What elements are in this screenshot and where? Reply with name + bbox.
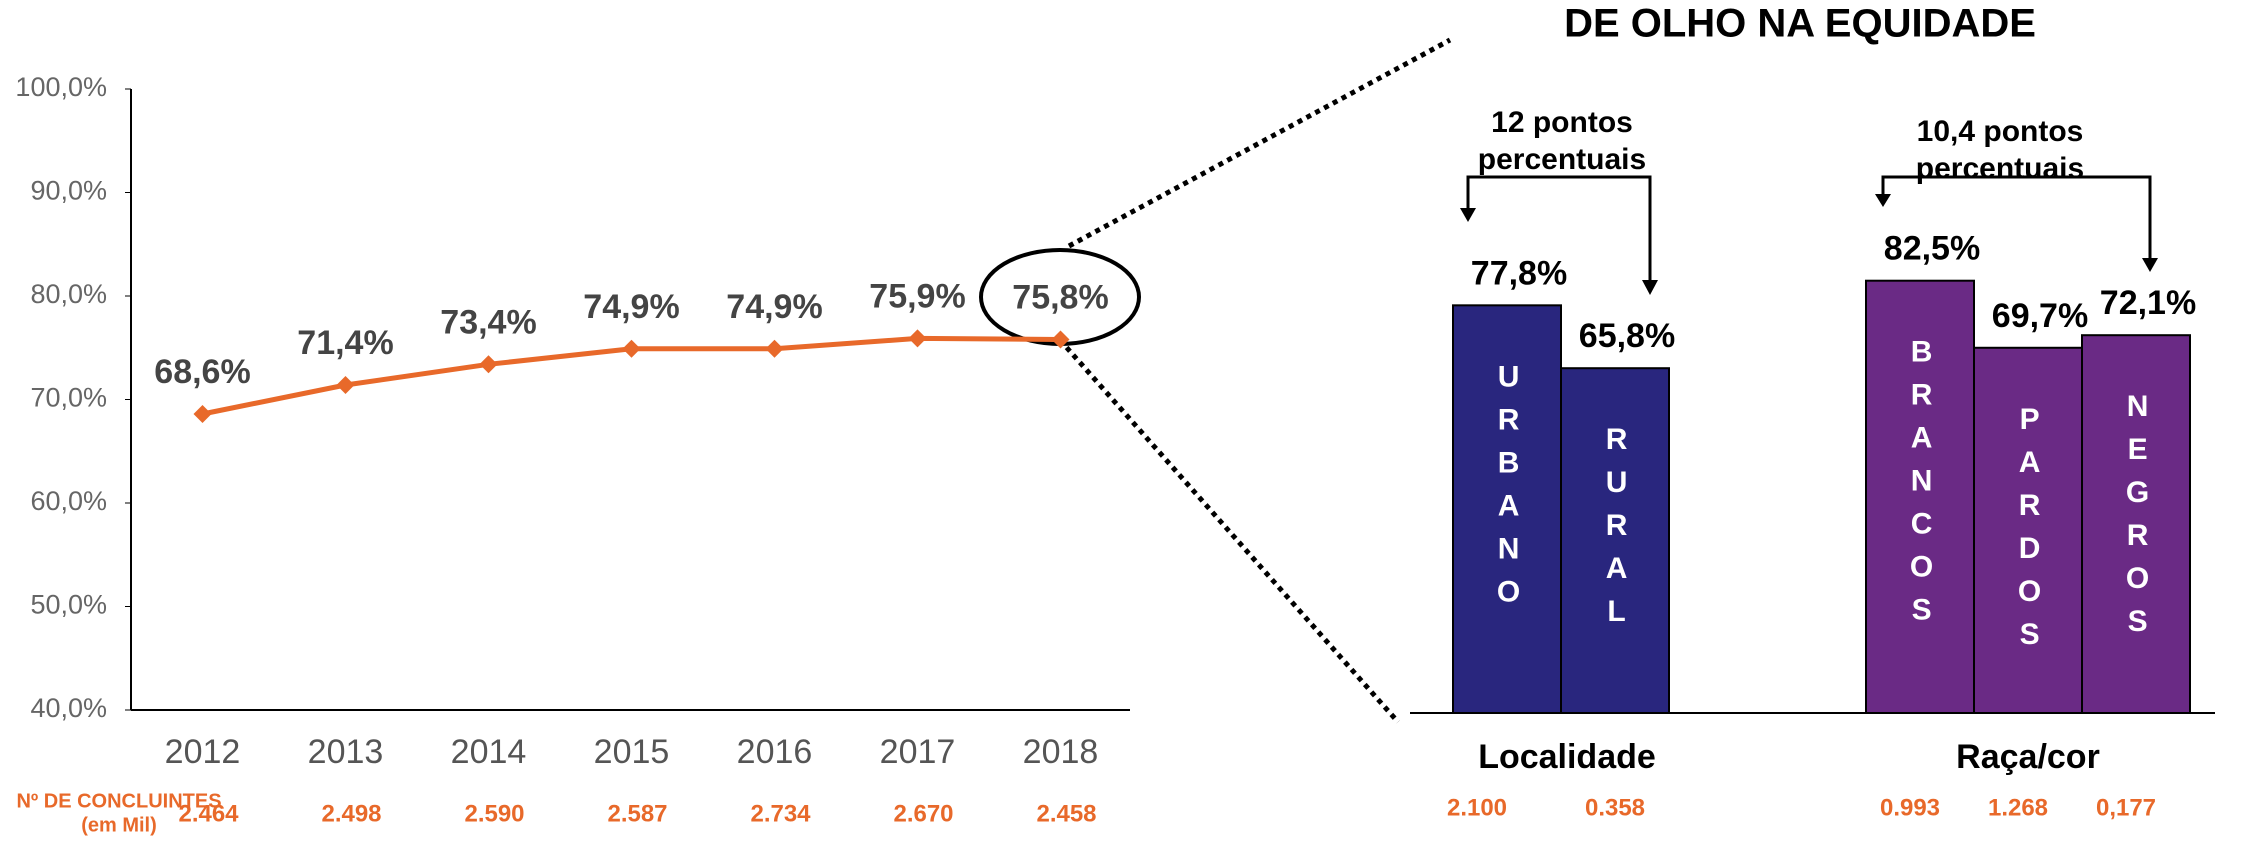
arrowheads — [1460, 194, 2158, 295]
annotation: 12 pontos — [1491, 106, 1633, 139]
completer-count: 2.734 — [750, 800, 811, 827]
bar-category-label: URBANO — [1492, 360, 1525, 618]
completer-count: 2.670 — [893, 800, 953, 827]
y-tick-label: 70,0% — [30, 383, 107, 413]
point — [908, 329, 927, 348]
zoom-line — [1067, 37, 1452, 249]
point — [1051, 330, 1070, 349]
bar-category-label: BRANCOS — [1905, 336, 1938, 637]
value-label: 75,9% — [869, 277, 965, 315]
bar-category-label: PARDOS — [2013, 403, 2046, 661]
y-tick-label: 80,0% — [30, 279, 107, 309]
zoom-line — [1058, 338, 1400, 724]
point — [622, 339, 641, 358]
point — [479, 355, 498, 374]
value-label: 65,8% — [1579, 317, 1675, 355]
completers-sublabel: (em Mil) — [81, 814, 157, 836]
completer-count: 2.458 — [1036, 800, 1096, 827]
bar-count: 2.100 — [1447, 794, 1507, 821]
y-tick-label: 50,0% — [30, 590, 107, 620]
bar — [1560, 367, 1670, 714]
completer-count: 2.498 — [321, 800, 381, 827]
value-label: 71,4% — [297, 324, 393, 362]
x-tick-label: 2012 — [165, 733, 241, 771]
completer-count: 2.590 — [464, 800, 524, 827]
bar-count: 0.358 — [1585, 794, 1645, 821]
completers-label: Nº DE CONCLUINTES — [16, 790, 221, 812]
x-tick-label: 2013 — [308, 733, 384, 771]
value-label: 69,7% — [1992, 297, 2088, 335]
bar-category-label: RURAL — [1600, 423, 1633, 638]
y-tick-label: 60,0% — [30, 486, 107, 516]
value-label: 72,1% — [2100, 284, 2196, 322]
point — [193, 404, 212, 423]
value-label: 82,5% — [1884, 230, 1980, 268]
value-label: 74,9% — [726, 288, 822, 326]
point — [765, 339, 784, 358]
chart-title: DE OLHO NA EQUIDADE — [1564, 2, 2036, 46]
group-label: Localidade — [1478, 738, 1656, 776]
value-label: 77,8% — [1471, 254, 1567, 292]
completer-count: 2.464 — [178, 800, 239, 827]
value-label: 73,4% — [440, 303, 536, 341]
x-tick-label: 2018 — [1023, 733, 1099, 771]
value-label: 75,8% — [1012, 278, 1108, 316]
annotation: percentuais — [1478, 143, 1646, 176]
annotation: 10,4 pontos — [1917, 115, 2084, 148]
bar — [2081, 334, 2191, 714]
point — [336, 376, 355, 395]
x-tick-label: 2015 — [594, 733, 670, 771]
group-label: Raça/cor — [1956, 738, 2100, 776]
bracket — [1466, 175, 2152, 285]
completer-count: 2.587 — [607, 800, 667, 827]
y-tick-label: 100,0% — [15, 72, 107, 102]
x-tick-label: 2017 — [880, 733, 956, 771]
bar-category-label: NEGROS — [2121, 390, 2154, 648]
bar-count: 1.268 — [1988, 794, 2048, 821]
value-label: 68,6% — [154, 353, 250, 391]
bar — [1973, 346, 2083, 714]
annotation: percentuais — [1916, 152, 2084, 185]
x-tick-label: 2014 — [451, 733, 527, 771]
bar — [1865, 279, 1975, 714]
y-tick-label: 40,0% — [30, 693, 107, 723]
bar-count: 0.993 — [1880, 794, 1940, 821]
bar-count: 0,177 — [2096, 794, 2156, 821]
y-tick-label: 90,0% — [30, 176, 107, 206]
x-tick-label: 2016 — [737, 733, 813, 771]
value-label: 74,9% — [583, 288, 679, 326]
